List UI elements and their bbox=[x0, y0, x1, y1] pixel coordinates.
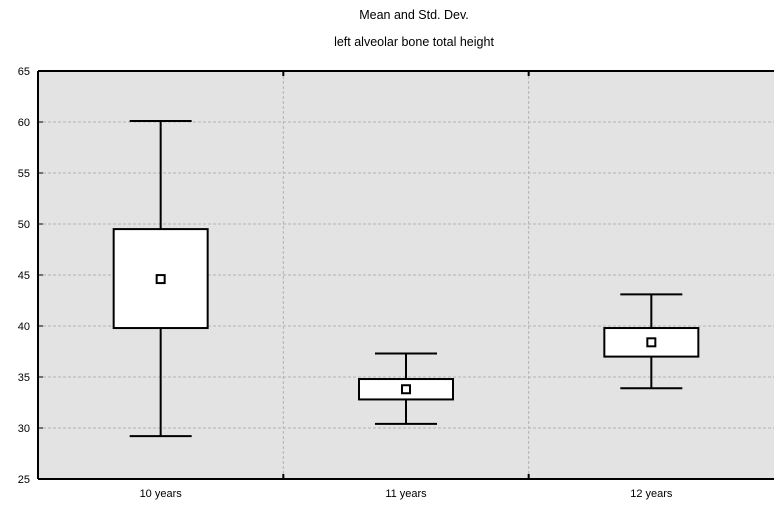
box-group bbox=[358, 352, 454, 425]
y-tick-label: 60 bbox=[18, 117, 30, 129]
y-tick-label: 65 bbox=[18, 66, 30, 78]
y-tick-label: 50 bbox=[18, 219, 30, 231]
tick-layer: 25 30 35 40 45 50 55 60 65 10 years 11 years 12 yea… bbox=[18, 66, 673, 500]
x-tick-label: 11 years bbox=[385, 488, 427, 500]
chart-title: Mean and Std. Dev. bbox=[359, 8, 469, 22]
y-tick-label: 55 bbox=[18, 168, 30, 180]
axis-layer bbox=[37, 70, 774, 480]
box-layer bbox=[112, 119, 700, 438]
box-group bbox=[112, 119, 209, 438]
chart-subtitle: left alveolar bone total height bbox=[334, 35, 494, 49]
x-tick-label: 10 years bbox=[140, 488, 183, 500]
mean-marker bbox=[155, 274, 166, 285]
y-tick-label: 35 bbox=[18, 372, 30, 384]
y-tick-label: 30 bbox=[18, 423, 30, 435]
mean-marker bbox=[401, 384, 411, 395]
x-tick-label: 12 years bbox=[630, 488, 673, 500]
box-group bbox=[603, 293, 700, 390]
mean-marker bbox=[646, 337, 657, 348]
y-tick-label: 40 bbox=[18, 321, 30, 333]
y-tick-label: 45 bbox=[18, 270, 30, 282]
y-tick-label: 25 bbox=[18, 474, 30, 486]
